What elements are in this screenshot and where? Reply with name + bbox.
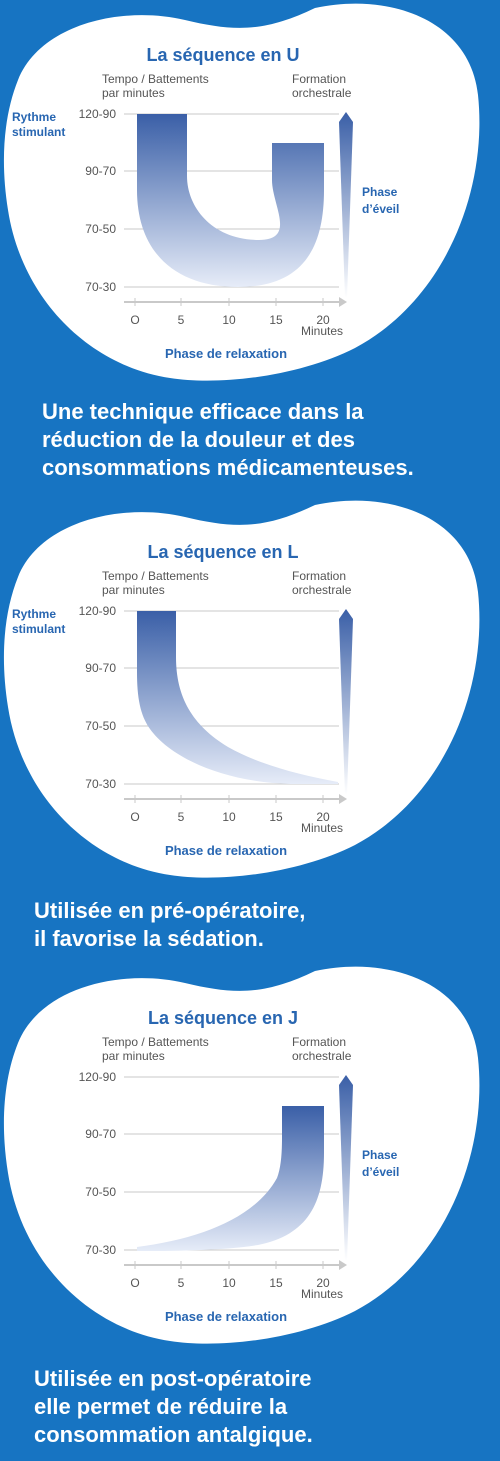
y-axis-title: par minutes	[102, 86, 165, 100]
right-axis-title: Formation	[292, 72, 346, 86]
x-tick-label: 5	[178, 313, 185, 327]
caption-u: Une technique efficace dans la réduction…	[42, 398, 414, 482]
x-axis-phase: Phase de relaxation	[165, 843, 287, 858]
sequence-band	[137, 611, 338, 784]
caption-l: Utilisée en pré-opératoire, il favorise …	[34, 897, 305, 953]
x-axis-phase: Phase de relaxation	[165, 1309, 287, 1324]
y-tick-label: 70-50	[85, 222, 116, 236]
panel-background	[3, 3, 480, 381]
right-axis-title: orchestrale	[292, 1049, 352, 1063]
y-tick-label: 120-90	[79, 107, 117, 121]
y-axis-title: Tempo / Battements	[102, 1035, 209, 1049]
x-tick-label: O	[130, 313, 139, 327]
caption-line: elle permet de réduire la	[34, 1394, 288, 1419]
y-axis-title: Tempo / Battements	[102, 569, 209, 583]
y-tick-label: 90-70	[85, 661, 116, 675]
y-tick-label: 90-70	[85, 1127, 116, 1141]
x-tick-label: 15	[269, 1276, 283, 1290]
right-axis-title: Formation	[292, 1035, 346, 1049]
eveil-label: Phase	[362, 1148, 398, 1162]
eveil-label: Phase	[362, 185, 398, 199]
x-axis-unit: Minutes	[301, 1287, 343, 1301]
right-axis-title: Formation	[292, 569, 346, 583]
caption-line: Une technique efficace dans la	[42, 399, 364, 424]
x-tick-label: 15	[269, 810, 283, 824]
panel-background	[3, 500, 480, 878]
right-axis-title: orchestrale	[292, 86, 352, 100]
x-tick-label: 15	[269, 313, 283, 327]
y-tick-label: 120-90	[79, 604, 117, 618]
rythme-label: Rythme	[12, 110, 56, 124]
x-tick-label: 20	[316, 313, 330, 327]
orchestral-arrow	[339, 609, 353, 795]
x-axis-arrow	[339, 297, 347, 307]
caption-line: il favorise la sédation.	[34, 926, 264, 951]
y-tick-label: 70-30	[85, 1243, 116, 1257]
rythme-label: stimulant	[12, 622, 65, 636]
caption-line: Utilisée en pré-opératoire,	[34, 898, 306, 923]
y-tick-label: 70-50	[85, 1185, 116, 1199]
x-tick-label: 20	[316, 1276, 330, 1290]
y-axis-title: Tempo / Battements	[102, 72, 209, 86]
x-axis-phase: Phase de relaxation	[165, 346, 287, 361]
caption-line: consommation antalgique.	[34, 1422, 313, 1447]
x-tick-label: 10	[222, 1276, 236, 1290]
x-tick-label: O	[130, 810, 139, 824]
rythme-label: stimulant	[12, 125, 65, 139]
right-axis-title: orchestrale	[292, 583, 352, 597]
x-axis-unit: Minutes	[301, 324, 343, 338]
y-axis-title: par minutes	[102, 1049, 165, 1063]
x-tick-label: O	[130, 1276, 139, 1290]
orchestral-arrow	[339, 1075, 353, 1261]
x-tick-label: 10	[222, 313, 236, 327]
y-tick-label: 70-30	[85, 777, 116, 791]
y-tick-label: 70-50	[85, 719, 116, 733]
y-tick-label: 70-30	[85, 280, 116, 294]
y-axis-title: par minutes	[102, 583, 165, 597]
panel-title: La séquence en J	[148, 1008, 298, 1028]
x-tick-label: 5	[178, 1276, 185, 1290]
rythme-label: Rythme	[12, 607, 56, 621]
caption-line: Utilisée en post-opératoire	[34, 1366, 312, 1391]
orchestral-arrow	[339, 112, 353, 298]
x-axis-unit: Minutes	[301, 821, 343, 835]
x-tick-label: 10	[222, 810, 236, 824]
x-tick-label: 20	[316, 810, 330, 824]
y-tick-label: 90-70	[85, 164, 116, 178]
panel-title: La séquence en U	[146, 45, 299, 65]
caption-line: consommations médicamenteuses.	[42, 455, 414, 480]
caption-j: Utilisée en post-opératoire elle permet …	[34, 1365, 313, 1449]
sequence-band	[137, 1106, 324, 1251]
x-tick-label: 5	[178, 810, 185, 824]
panel-title: La séquence en L	[147, 542, 298, 562]
x-axis-arrow	[339, 1260, 347, 1270]
eveil-label: d’éveil	[362, 1165, 399, 1179]
y-tick-label: 120-90	[79, 1070, 117, 1084]
eveil-label: d’éveil	[362, 202, 399, 216]
caption-line: réduction de la douleur et des	[42, 427, 355, 452]
sequence-band	[137, 114, 324, 287]
x-axis-arrow	[339, 794, 347, 804]
panel-background	[3, 966, 480, 1344]
